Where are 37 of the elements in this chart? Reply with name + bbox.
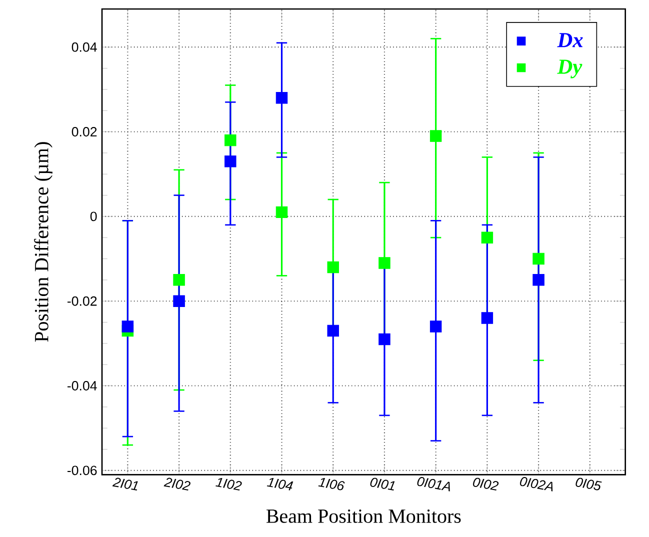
x-tick-label: 0I02: [472, 478, 499, 490]
point: [481, 312, 494, 324]
point: [224, 134, 236, 146]
y-tick-label: 0: [90, 212, 97, 222]
point: [532, 274, 544, 286]
y-axis-title: Position Difference (µm): [34, 142, 52, 342]
point: [122, 320, 134, 332]
point: [173, 274, 185, 286]
point: [327, 261, 339, 274]
y-tick-label: 0.04: [72, 42, 97, 52]
point: [276, 206, 288, 218]
y-tick-label: -0.06: [67, 466, 97, 476]
y-tick-label: 0.02: [72, 127, 97, 136]
point: [481, 232, 494, 244]
point: [327, 324, 339, 337]
point: [224, 156, 236, 168]
x-tick-label: 2I02: [164, 478, 190, 490]
y-tick-label: -0.02: [67, 296, 97, 306]
point: [532, 252, 544, 265]
x-tick-label: 0I01: [370, 478, 395, 491]
legend-label: Dy: [557, 60, 582, 78]
point: [378, 333, 390, 346]
point: [276, 92, 288, 104]
point: [430, 130, 442, 142]
x-tick-label: 1I06: [318, 478, 345, 490]
point: [430, 320, 442, 332]
x-tick-label: 0I01A: [417, 477, 450, 492]
x-tick-label: 0I05: [576, 478, 602, 490]
x-tick-label: 1I02: [216, 478, 242, 490]
point: [378, 257, 390, 269]
x-axis-title: Beam Position Monitors: [266, 509, 461, 523]
y-tick-label: -0.04: [67, 381, 97, 390]
x-tick-label: 1I04: [266, 478, 294, 490]
x-tick-label: 0I02A: [520, 477, 553, 492]
x-tick-label: 2I01: [112, 478, 138, 491]
legend-label: Dx: [557, 33, 583, 48]
point: [173, 295, 185, 307]
